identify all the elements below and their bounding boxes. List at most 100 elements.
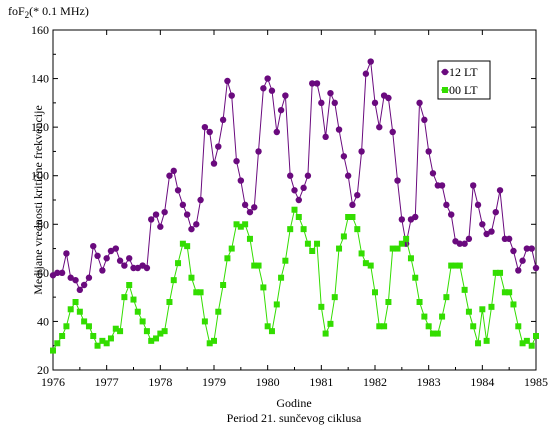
data-point bbox=[233, 221, 240, 228]
data-point bbox=[318, 99, 325, 107]
data-point bbox=[470, 323, 477, 330]
data-point bbox=[456, 240, 463, 247]
data-point bbox=[237, 177, 245, 184]
data-point bbox=[183, 211, 191, 218]
data-point bbox=[506, 289, 513, 296]
data-point bbox=[139, 318, 146, 325]
data-point bbox=[282, 257, 289, 264]
data-point bbox=[318, 303, 325, 310]
data-point bbox=[246, 235, 253, 242]
data-point bbox=[197, 289, 204, 296]
legend-marker bbox=[441, 68, 449, 76]
data-point bbox=[412, 213, 419, 221]
data-point bbox=[300, 184, 307, 192]
data-point bbox=[461, 286, 468, 293]
data-point bbox=[211, 337, 217, 344]
data-point bbox=[371, 99, 379, 107]
data-point bbox=[416, 99, 423, 107]
data-point bbox=[304, 240, 311, 247]
data-point bbox=[429, 170, 437, 177]
x-tick-label: 1979 bbox=[202, 375, 226, 389]
data-point bbox=[76, 286, 84, 294]
data-point bbox=[260, 284, 267, 291]
legend-label: 00 LT bbox=[449, 83, 478, 97]
data-point bbox=[273, 128, 280, 136]
data-point bbox=[99, 267, 106, 274]
data-point bbox=[528, 245, 535, 252]
data-point bbox=[121, 262, 128, 269]
data-point bbox=[376, 323, 383, 330]
data-point bbox=[528, 342, 535, 349]
data-point bbox=[475, 340, 482, 347]
data-point bbox=[367, 58, 374, 65]
x-tick-label: 1982 bbox=[363, 375, 387, 389]
data-point bbox=[429, 330, 436, 337]
data-point bbox=[99, 337, 106, 344]
data-point bbox=[335, 126, 343, 133]
data-point bbox=[63, 250, 70, 257]
series-layer bbox=[49, 58, 540, 354]
data-point bbox=[251, 262, 258, 269]
data-point bbox=[215, 143, 222, 150]
data-point bbox=[134, 264, 141, 272]
data-point bbox=[90, 333, 97, 339]
data-point bbox=[398, 216, 406, 223]
data-point bbox=[85, 274, 93, 281]
data-point bbox=[287, 172, 294, 179]
data-point bbox=[394, 245, 401, 252]
data-point bbox=[206, 340, 213, 347]
data-point bbox=[153, 335, 160, 342]
data-point bbox=[215, 308, 222, 315]
data-point bbox=[407, 255, 414, 262]
data-point bbox=[228, 245, 235, 252]
unit-label: foF2(* 0.1 MHz) bbox=[8, 4, 89, 20]
data-point bbox=[479, 221, 486, 228]
data-point bbox=[497, 269, 504, 276]
data-point bbox=[349, 214, 356, 220]
data-point bbox=[389, 128, 396, 136]
x-tick-label: 1978 bbox=[148, 375, 172, 389]
data-point bbox=[58, 269, 66, 277]
x-tick-label: 1983 bbox=[417, 375, 441, 389]
data-point bbox=[291, 187, 298, 194]
data-point bbox=[519, 257, 526, 264]
data-point bbox=[54, 269, 61, 277]
data-point bbox=[313, 80, 321, 87]
legend-marker bbox=[442, 87, 448, 93]
x-axis-label: Godine bbox=[276, 396, 311, 410]
data-point bbox=[488, 303, 495, 310]
data-point bbox=[72, 276, 79, 284]
data-point bbox=[327, 89, 334, 97]
data-point bbox=[85, 323, 92, 330]
data-point bbox=[241, 201, 249, 209]
data-point bbox=[358, 148, 365, 155]
data-point bbox=[246, 208, 254, 216]
data-point bbox=[224, 77, 231, 85]
data-point bbox=[80, 281, 88, 289]
data-point bbox=[376, 123, 383, 131]
data-point bbox=[174, 187, 182, 194]
data-point bbox=[237, 223, 244, 230]
data-point bbox=[287, 226, 294, 233]
data-point bbox=[188, 274, 195, 281]
data-point bbox=[533, 333, 539, 339]
data-point bbox=[220, 282, 227, 288]
y-tick-label: 140 bbox=[31, 72, 49, 86]
data-point bbox=[210, 160, 218, 167]
data-point bbox=[179, 201, 187, 209]
data-point bbox=[474, 201, 482, 209]
data-point bbox=[94, 342, 101, 349]
data-point bbox=[148, 337, 155, 344]
y-tick-label: 100 bbox=[31, 169, 49, 183]
data-point bbox=[479, 306, 486, 313]
y-tick-label: 60 bbox=[37, 266, 49, 280]
data-point bbox=[107, 247, 115, 255]
data-point bbox=[331, 99, 338, 107]
data-point bbox=[67, 306, 74, 313]
data-point bbox=[116, 257, 124, 264]
data-point bbox=[121, 294, 128, 301]
data-point bbox=[304, 172, 312, 179]
data-point bbox=[465, 235, 473, 243]
data-point bbox=[54, 340, 61, 347]
